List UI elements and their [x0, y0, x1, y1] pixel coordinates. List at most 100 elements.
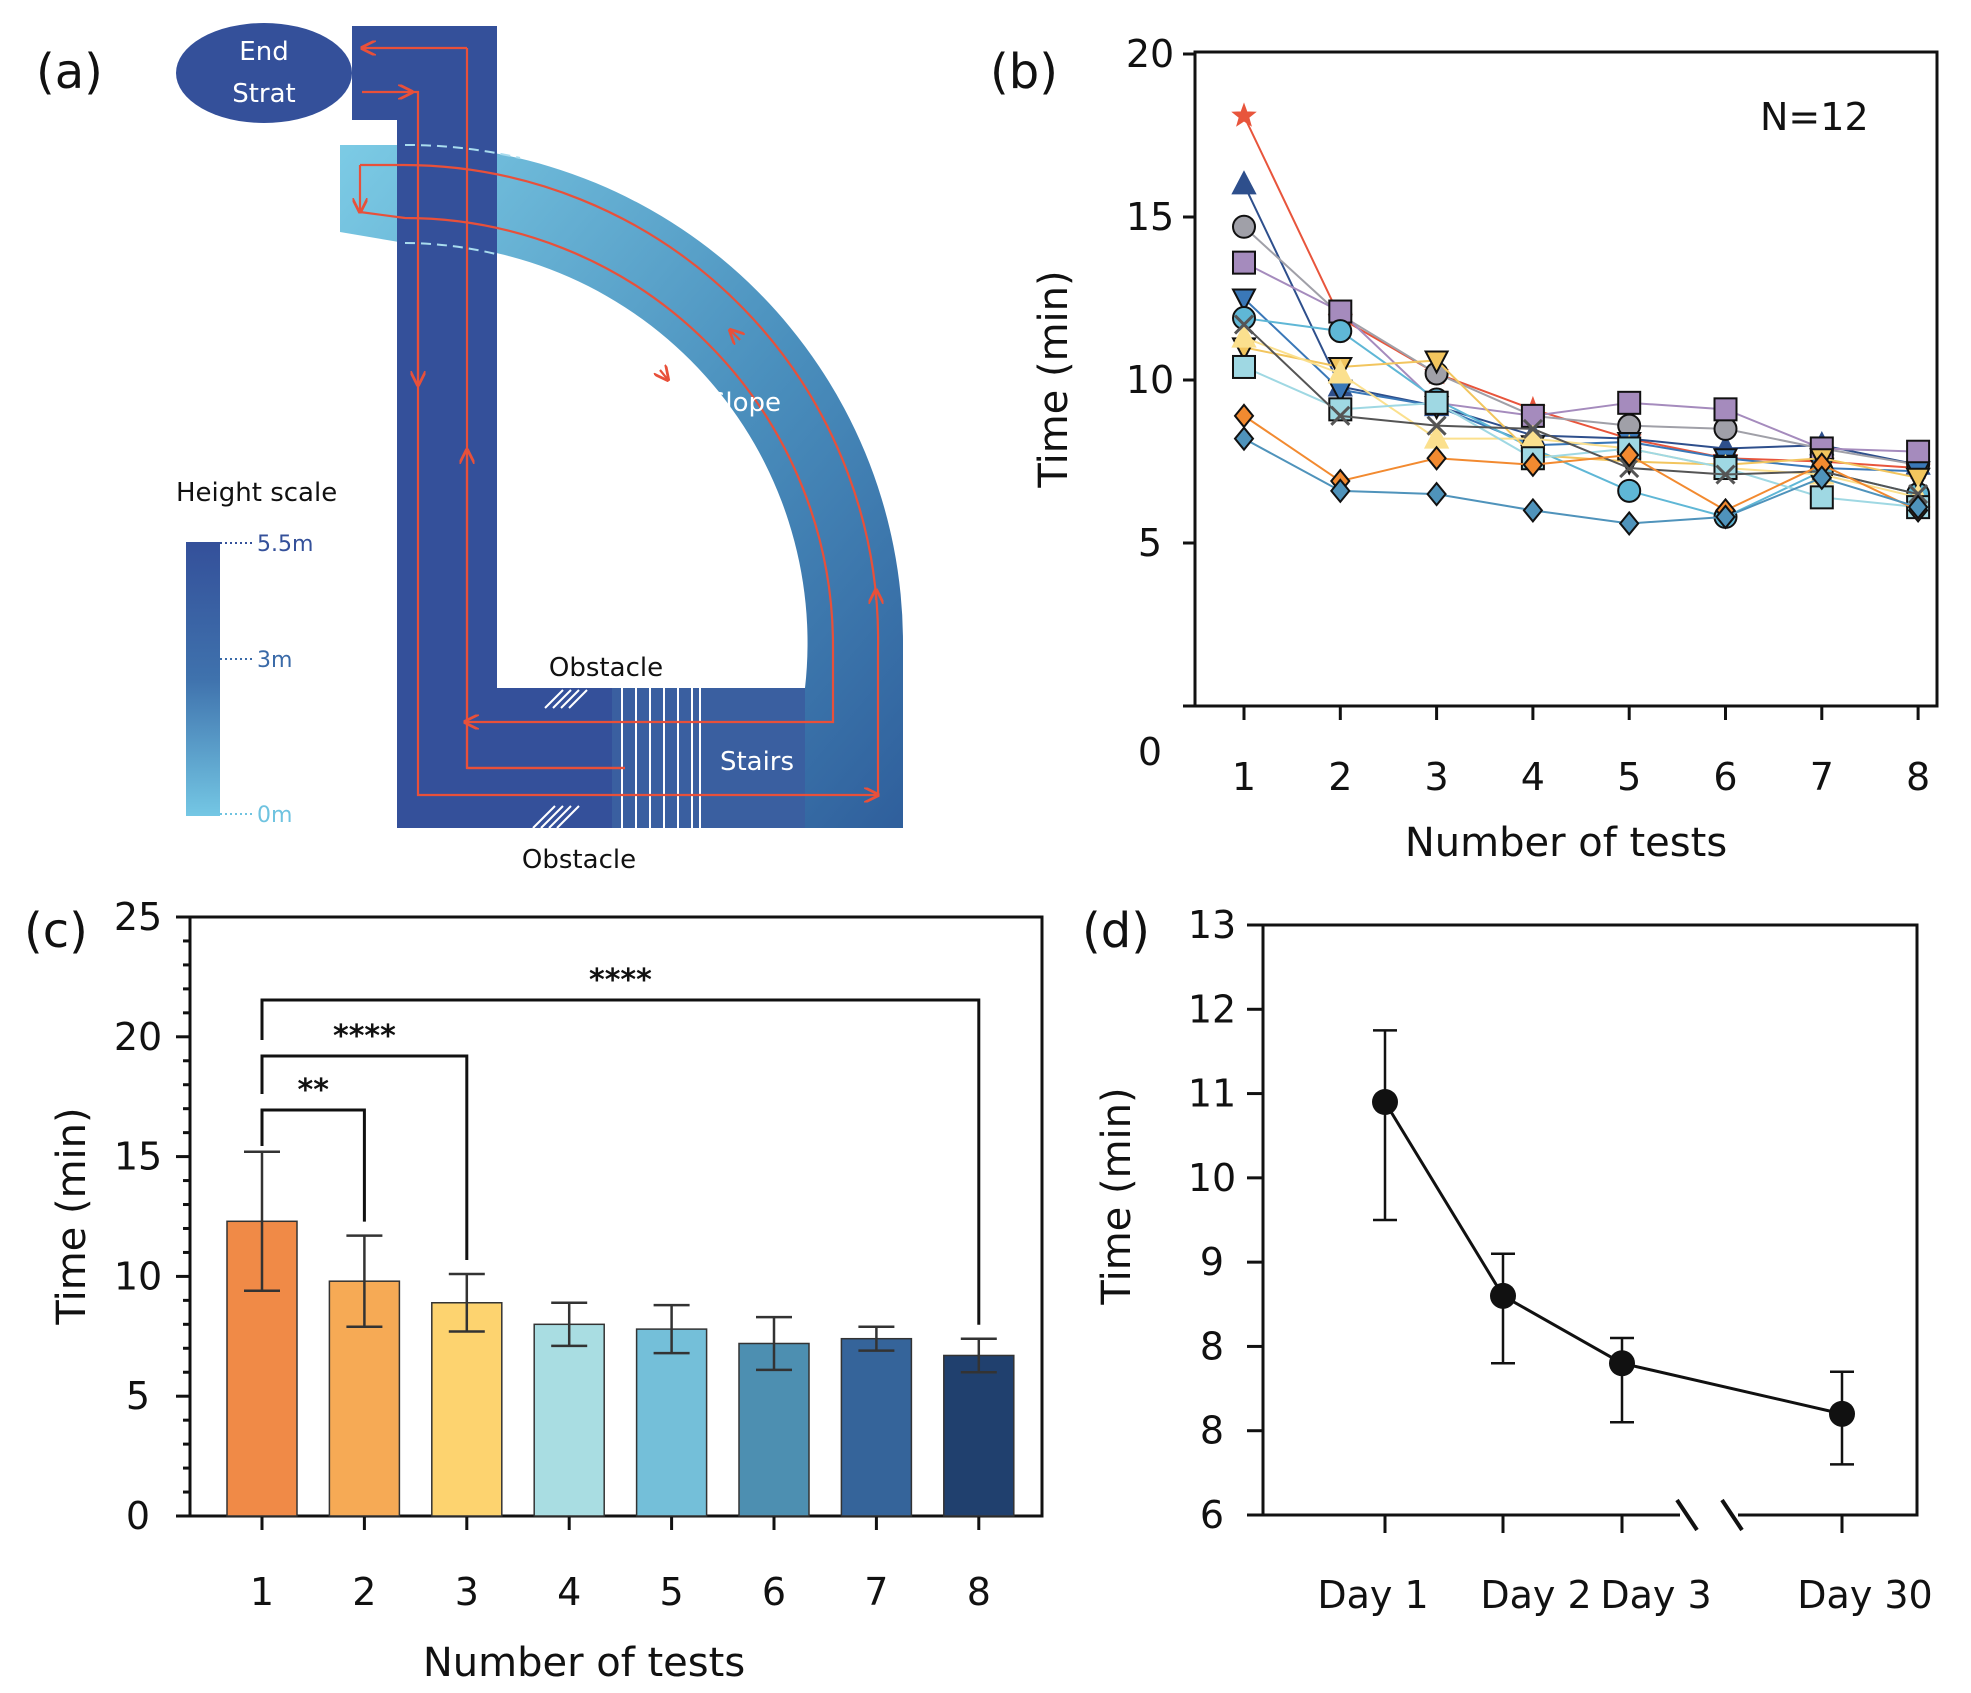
x-tick-label-b: 4	[1521, 755, 1545, 799]
y-tick-label-d: 6	[1200, 1493, 1224, 1537]
y-tick-label-c: 5	[126, 1374, 150, 1418]
significance-bracket	[260, 1054, 469, 1260]
significance-label: ****	[333, 1019, 396, 1054]
y-tick-label-d: 11	[1188, 1072, 1236, 1116]
y-tick-label-c: 10	[114, 1254, 162, 1298]
series-point-stroke	[1908, 484, 1929, 505]
x-tick-label-b: 2	[1328, 755, 1352, 799]
x-tick-label-c: 1	[250, 1570, 274, 1614]
series-point	[1232, 354, 1256, 379]
series-point	[1618, 510, 1640, 537]
x-tick-label-c: 7	[864, 1570, 888, 1614]
series-point-stroke	[1715, 464, 1736, 485]
y-tick-label-c: 15	[114, 1135, 162, 1179]
y-tick-label-d: 13	[1188, 903, 1236, 947]
bar	[635, 1328, 708, 1517]
x-axis-title-b: Number of tests	[1405, 820, 1727, 866]
x-tick-label-b: 6	[1713, 755, 1737, 799]
series-point-stroke	[1426, 415, 1447, 436]
x-tick-label-d: Day 30	[1797, 1573, 1932, 1617]
series-point	[1426, 445, 1447, 471]
significance-bracket	[260, 1108, 366, 1222]
series-point	[1617, 478, 1642, 503]
height-scale-bar	[186, 542, 220, 816]
series-point	[1619, 457, 1640, 479]
series-point	[1426, 415, 1447, 436]
series-point	[1233, 314, 1255, 335]
x-tick-label-d: Day 3	[1600, 1573, 1711, 1617]
data-point-d	[1609, 1350, 1635, 1377]
y-tick-label-c: 20	[114, 1015, 162, 1059]
series-point	[1906, 439, 1931, 464]
y-axis-title-b: Time (min)	[1031, 270, 1077, 488]
y-tick-label-b: 0	[1138, 730, 1162, 774]
series-line	[1243, 437, 1919, 525]
y-tick-label-b: 15	[1126, 195, 1174, 239]
series-point	[1327, 359, 1353, 384]
panel-c-label: (c)	[24, 903, 88, 959]
slope-track	[340, 145, 903, 828]
series-point	[1231, 323, 1257, 348]
x-tick-label-d: Day 2	[1480, 1573, 1591, 1617]
obstacle-hatch-bottom	[532, 805, 580, 829]
significance-label: ****	[589, 963, 652, 998]
data-point-d	[1372, 1089, 1398, 1115]
x-tick-label-b: 3	[1425, 755, 1449, 799]
slope-label: Slope	[709, 388, 781, 418]
series-point	[1522, 452, 1544, 478]
y-tick-label-c: 0	[126, 1494, 150, 1538]
series-point	[1522, 497, 1544, 523]
series-point	[1811, 465, 1833, 491]
stairs-label: Stairs	[720, 747, 794, 777]
data-point-d	[1490, 1282, 1516, 1309]
y-tick-label-b: 20	[1126, 32, 1174, 76]
series-line	[1243, 261, 1919, 453]
x-tick-label-b: 1	[1232, 755, 1256, 799]
plot-frame-c	[188, 915, 1044, 1518]
panel-a-map: (a)	[36, 23, 903, 875]
plot-frame-d-left	[1261, 925, 1680, 1517]
x-axis-title-c: Number of tests	[423, 1640, 745, 1686]
height-scale-title: Height scale	[176, 478, 337, 508]
axis-break-mark	[1675, 1498, 1699, 1532]
x-tick-label-b: 5	[1617, 755, 1641, 799]
series-point	[1233, 426, 1255, 452]
series-point	[1908, 484, 1929, 505]
end-start-marker	[176, 23, 352, 123]
stairs-lines	[621, 688, 701, 828]
series-s12	[1233, 426, 1929, 537]
bar	[431, 1302, 503, 1517]
series-line	[1243, 346, 1919, 479]
series-point	[1520, 403, 1545, 428]
axis-break-mark	[1720, 1498, 1744, 1532]
y-tick-label-b: 5	[1138, 521, 1162, 565]
stairs-area	[612, 688, 805, 828]
bar	[943, 1354, 1015, 1517]
n-annotation: N=12	[1760, 95, 1869, 139]
end-label: End	[239, 37, 288, 67]
y-tick-label-d: 9	[1200, 1240, 1224, 1284]
x-tick-label-c: 4	[557, 1570, 581, 1614]
y-tick-label-c: 25	[114, 895, 162, 939]
series-point	[1328, 397, 1353, 422]
obstacle-top-label: Obstacle	[549, 653, 663, 683]
significance-bracket	[260, 998, 981, 1325]
x-tick-label-c: 2	[352, 1570, 376, 1614]
panel-b-line-chart: (b) 0 5 10 15 20 1 2 3 4 5 6 7 8 N=12 Number of test…	[990, 32, 1939, 866]
series-line	[1243, 415, 1919, 512]
panel-a-label: (a)	[36, 44, 103, 100]
series-point	[1231, 288, 1257, 313]
x-tick-label-b: 7	[1810, 755, 1834, 799]
series-point	[1231, 102, 1257, 127]
series-point	[1328, 319, 1353, 344]
series-point	[1618, 442, 1640, 468]
series-point	[1232, 250, 1256, 275]
series-point-stroke	[1522, 418, 1543, 439]
series-point	[1232, 214, 1256, 239]
y-axis-title-c: Time (min)	[49, 1107, 95, 1325]
bar	[533, 1323, 605, 1517]
corridor-track	[352, 26, 805, 828]
series-point	[1907, 494, 1929, 520]
data-point-d	[1829, 1400, 1855, 1427]
series-point	[1423, 350, 1450, 375]
